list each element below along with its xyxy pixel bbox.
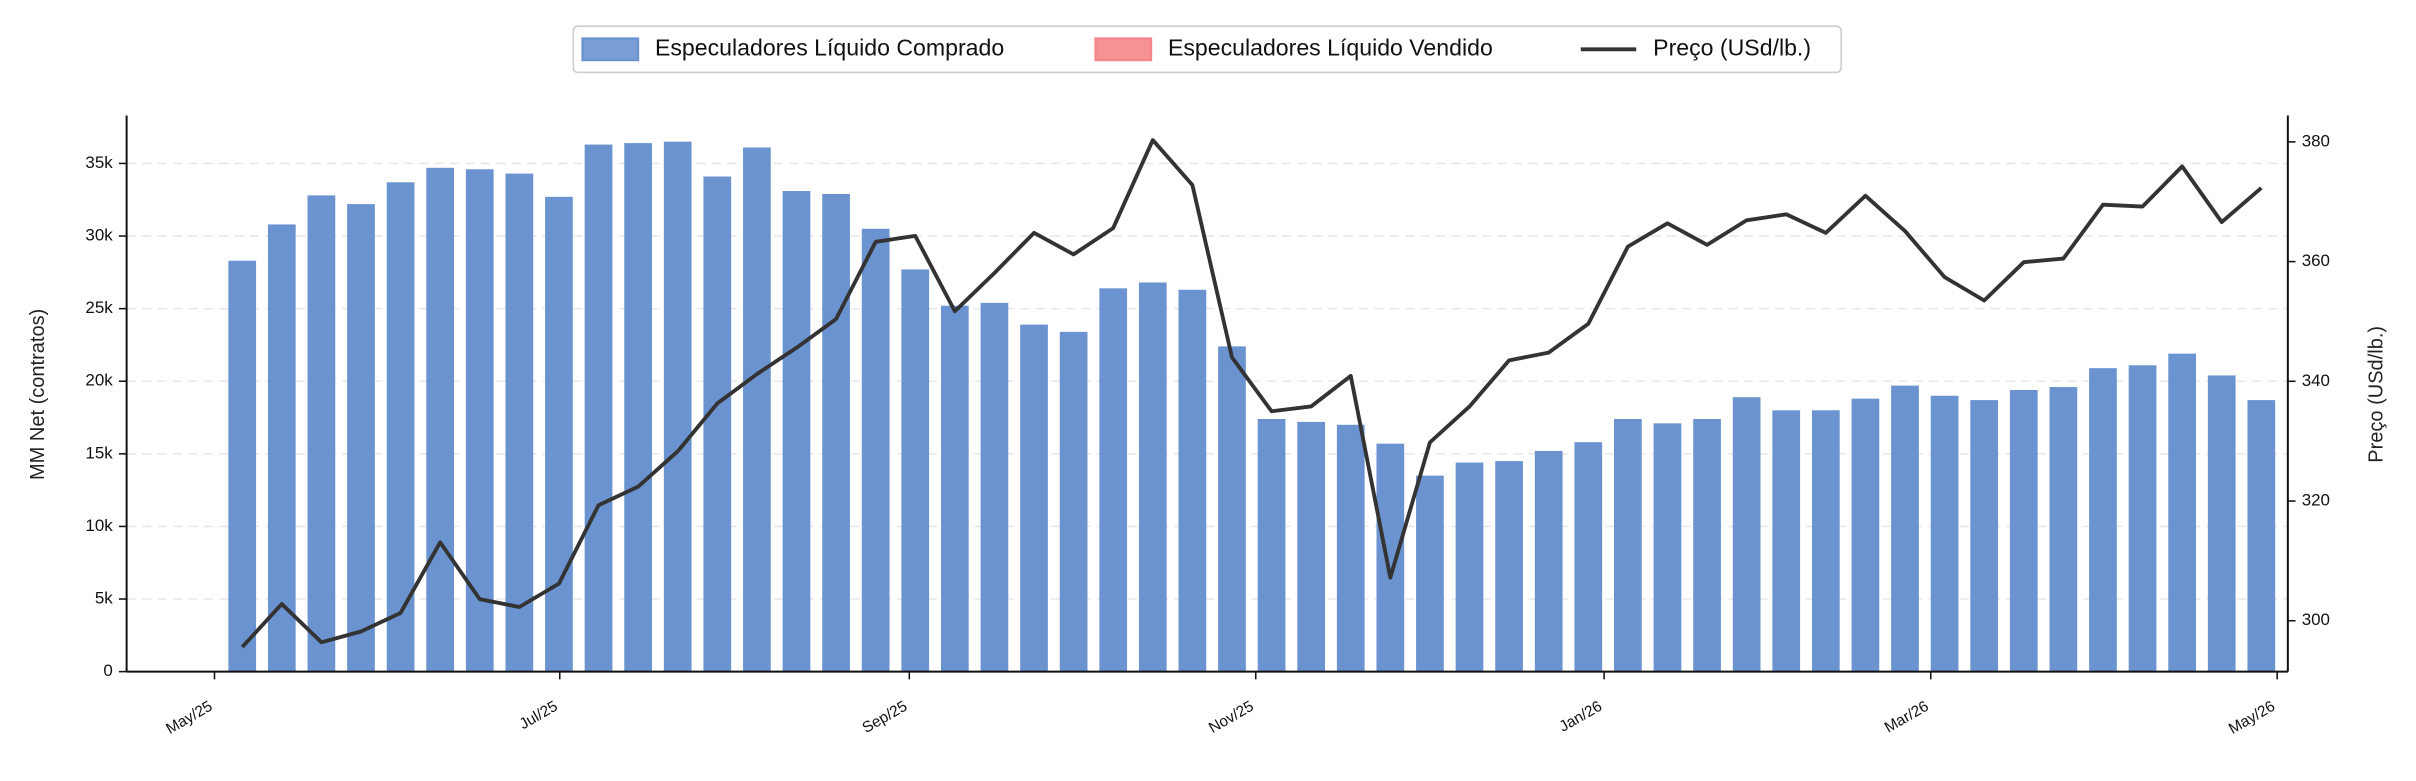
bar xyxy=(822,193,850,672)
bar xyxy=(1178,289,1207,672)
bar xyxy=(584,144,613,672)
x-tick-label: Mar/26 xyxy=(1882,698,1932,737)
bar xyxy=(307,195,336,672)
y-tick-label: 20k xyxy=(85,371,113,390)
bar xyxy=(545,196,573,672)
legend-label: Especuladores Líquido Comprado xyxy=(655,34,1004,60)
bar xyxy=(2128,365,2157,672)
bar xyxy=(782,191,811,672)
bar xyxy=(347,204,375,672)
x-tick-label: Sep/25 xyxy=(860,698,911,737)
x-tick-label: Jan/26 xyxy=(1557,698,1606,736)
y2-tick-label: 360 xyxy=(2302,251,2330,270)
bar xyxy=(663,141,692,672)
bar xyxy=(1732,397,1761,672)
legend-swatch xyxy=(1094,37,1153,62)
bar xyxy=(2089,368,2117,672)
bar xyxy=(703,176,732,672)
x-tick-label: Nov/25 xyxy=(1206,698,1257,737)
bar xyxy=(2207,375,2236,672)
bar xyxy=(1534,450,1563,672)
bar xyxy=(1416,475,1444,672)
y2-axis-label: Preço (USd/lb.) xyxy=(2365,326,2387,463)
bar xyxy=(426,167,455,672)
bar xyxy=(1218,346,1246,672)
bar xyxy=(980,302,1009,672)
bar xyxy=(624,143,652,672)
bar xyxy=(228,260,257,672)
legend: Especuladores Líquido Comprado Especulado… xyxy=(572,25,1842,74)
bar xyxy=(2009,389,2038,672)
bar xyxy=(2168,353,2196,672)
bar xyxy=(1772,410,1801,672)
y-tick-label: 5k xyxy=(95,589,113,608)
bar xyxy=(743,147,771,672)
bar xyxy=(1970,400,1999,672)
x-tick-label: May/26 xyxy=(2226,698,2278,738)
bar xyxy=(505,173,534,672)
bar xyxy=(267,224,296,672)
bar xyxy=(386,182,415,672)
legend-label: Preço (USd/lb.) xyxy=(1653,34,1811,60)
bar xyxy=(1693,418,1721,672)
bar xyxy=(1376,443,1405,672)
bar xyxy=(1574,442,1603,672)
y2-tick-label: 320 xyxy=(2302,490,2330,509)
bar xyxy=(901,269,930,672)
y-axis-label: MM Net (contratos) xyxy=(27,309,49,480)
bar xyxy=(1297,421,1326,672)
bar xyxy=(1614,418,1642,672)
y2-tick-label: 340 xyxy=(2302,371,2330,390)
legend-swatch xyxy=(581,37,640,62)
y-tick-label: 10k xyxy=(85,516,113,535)
bar xyxy=(1336,424,1365,672)
y-tick-label: 30k xyxy=(85,226,113,245)
bar xyxy=(1257,418,1286,672)
bar xyxy=(1930,395,1959,672)
bar xyxy=(1059,331,1088,672)
y-tick-label: 35k xyxy=(85,153,113,172)
y-tick-label: 0 xyxy=(103,661,112,680)
bar xyxy=(1653,423,1682,672)
bar xyxy=(1811,410,1840,672)
legend-label: Especuladores Líquido Vendido xyxy=(1168,34,1493,60)
x-tick-label: May/25 xyxy=(163,698,215,738)
y-tick-label: 15k xyxy=(85,443,113,462)
bar xyxy=(2247,400,2276,672)
bar xyxy=(1495,461,1523,672)
bar xyxy=(1891,385,1919,672)
x-tick-label: Jul/25 xyxy=(517,698,561,733)
legend-frame xyxy=(572,25,1842,74)
bar xyxy=(1851,398,1880,672)
bar xyxy=(1455,462,1484,672)
y2-tick-label: 300 xyxy=(2302,610,2330,629)
bar xyxy=(1099,288,1128,672)
bar xyxy=(861,228,890,672)
bar xyxy=(1138,282,1167,672)
bar xyxy=(2049,387,2078,672)
bar xyxy=(1020,324,1048,672)
bar xyxy=(940,305,969,672)
y-tick-label: 25k xyxy=(85,298,113,317)
y2-tick-label: 380 xyxy=(2302,131,2330,150)
price-line xyxy=(240,138,2263,649)
